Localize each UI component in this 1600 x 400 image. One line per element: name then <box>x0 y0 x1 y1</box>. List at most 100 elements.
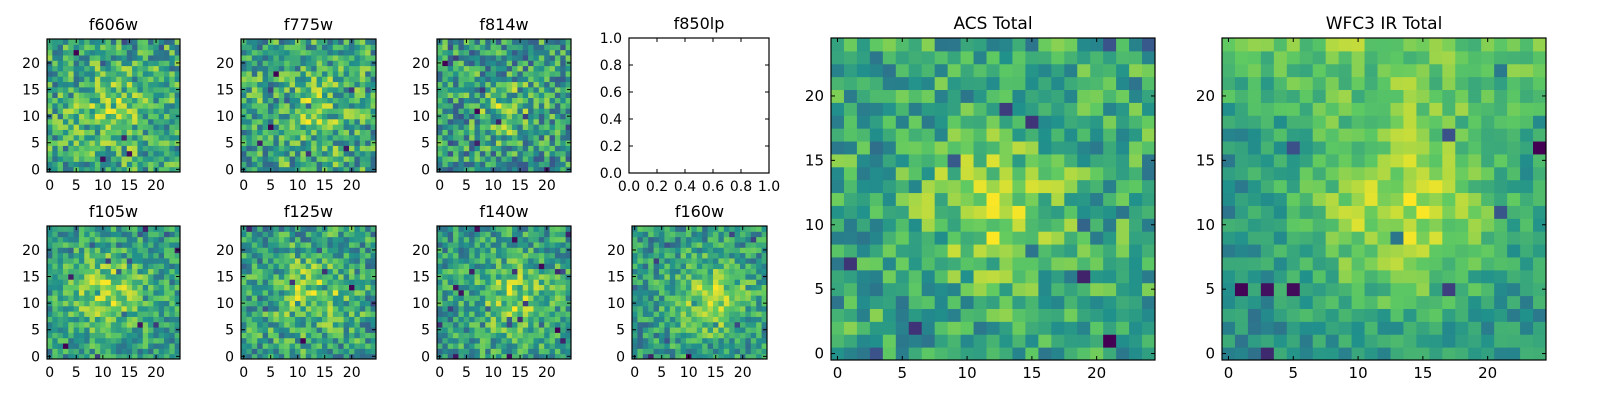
heatmap-cell <box>316 316 323 323</box>
heatmap-cell <box>495 332 502 339</box>
heatmap-cell <box>1077 295 1091 309</box>
heatmap-cell <box>262 300 269 307</box>
heatmap-cell <box>84 284 91 291</box>
heatmap-cell <box>1064 218 1078 232</box>
heatmap-cell <box>62 231 69 238</box>
heatmap-cell <box>268 257 274 264</box>
heatmap-cell <box>246 39 253 45</box>
heatmap-cell <box>469 311 476 317</box>
heatmap-cell <box>110 241 117 248</box>
heatmap-cell <box>729 321 736 328</box>
heatmap-cell <box>506 108 513 114</box>
heatmap-cell <box>153 343 160 349</box>
heatmap-cell <box>251 311 258 317</box>
heatmap-cell <box>169 150 176 157</box>
heatmap-cell <box>169 284 176 291</box>
heatmap-cell <box>669 279 676 286</box>
heatmap-cell <box>89 145 96 152</box>
heatmap-cell <box>637 231 644 238</box>
heatmap-cell <box>132 257 138 264</box>
heatmap-cell <box>632 279 638 286</box>
heatmap-cell <box>89 257 96 264</box>
heatmap-cell <box>338 295 345 301</box>
heatmap-cell <box>691 311 698 317</box>
heatmap-cell <box>354 311 361 317</box>
heatmap-cell <box>506 273 513 280</box>
y-tick-label: 15 <box>607 270 625 286</box>
heatmap-cell <box>169 39 176 45</box>
heatmap-cell <box>512 247 518 254</box>
heatmap-cell <box>300 268 307 275</box>
heatmap-cell <box>62 129 69 136</box>
heatmap-cell <box>1090 231 1104 245</box>
heatmap-cell <box>164 337 170 344</box>
heatmap-cell <box>680 226 687 232</box>
heatmap-cell <box>100 268 107 275</box>
heatmap-cell <box>268 327 274 333</box>
heatmap-cell <box>300 54 307 61</box>
heatmap-cell <box>52 289 59 296</box>
heatmap-cell <box>479 257 486 264</box>
heatmap-cell <box>332 348 339 355</box>
heatmap-cell <box>52 337 59 344</box>
heatmap-cell <box>895 218 910 232</box>
heatmap-cell <box>843 308 858 322</box>
heatmap-cell <box>278 241 285 248</box>
heatmap-cell <box>843 321 858 335</box>
heatmap-cell <box>322 124 328 130</box>
heatmap-cell <box>501 102 508 109</box>
heatmap-cell <box>338 70 345 77</box>
heatmap-cell <box>73 279 80 286</box>
heatmap-cell <box>47 65 53 72</box>
heatmap-cell <box>94 305 101 312</box>
heatmap-cell <box>437 289 443 296</box>
heatmap-cell <box>522 284 529 291</box>
heatmap-cell <box>158 300 165 307</box>
heatmap-cell <box>750 332 757 339</box>
heatmap-cell <box>544 76 551 83</box>
heatmap-cell <box>882 295 897 309</box>
heatmap-cell <box>707 300 714 307</box>
heatmap-cell <box>110 166 117 173</box>
heatmap-cell <box>745 343 752 349</box>
heatmap-cell <box>84 289 91 296</box>
heatmap-cell <box>142 92 149 99</box>
heatmap-cell <box>565 81 572 88</box>
heatmap-cell <box>68 81 75 88</box>
heatmap-cell <box>57 236 64 243</box>
heatmap-cell <box>458 316 465 323</box>
heatmap-cell <box>289 268 296 275</box>
heatmap-cell <box>761 295 768 301</box>
heatmap-cell <box>105 92 112 99</box>
heatmap-cell <box>295 150 301 157</box>
heatmap-cell <box>506 226 513 232</box>
heatmap-cell <box>756 226 763 232</box>
x-tick-label: 10 <box>484 178 502 194</box>
heatmap-cell <box>447 321 454 328</box>
heatmap-cell <box>110 252 117 259</box>
heatmap-cell <box>490 284 497 291</box>
heatmap-cell <box>370 161 377 168</box>
heatmap-cell <box>153 231 160 238</box>
heatmap-cell <box>343 300 350 307</box>
heatmap-cell <box>121 263 128 270</box>
heatmap-cell <box>713 231 719 238</box>
heatmap-cell <box>718 289 725 296</box>
heatmap-cell <box>729 279 736 286</box>
heatmap-cell <box>729 327 736 333</box>
heatmap-cell <box>453 49 459 56</box>
heatmap-cell <box>241 279 247 286</box>
heatmap-cell <box>1090 256 1104 271</box>
heatmap-cell <box>947 295 962 309</box>
heatmap-cell <box>680 284 687 291</box>
heatmap-cell <box>642 300 649 307</box>
heatmap-cell <box>121 316 128 323</box>
heatmap-cell <box>365 263 372 270</box>
heatmap-cell <box>262 113 269 120</box>
heatmap-cell <box>474 108 481 114</box>
y-tick-label: 15 <box>216 270 234 286</box>
heatmap-cell <box>251 295 258 301</box>
heatmap-cell <box>474 70 481 77</box>
heatmap-cell <box>278 39 285 45</box>
heatmap-cell <box>370 97 377 104</box>
